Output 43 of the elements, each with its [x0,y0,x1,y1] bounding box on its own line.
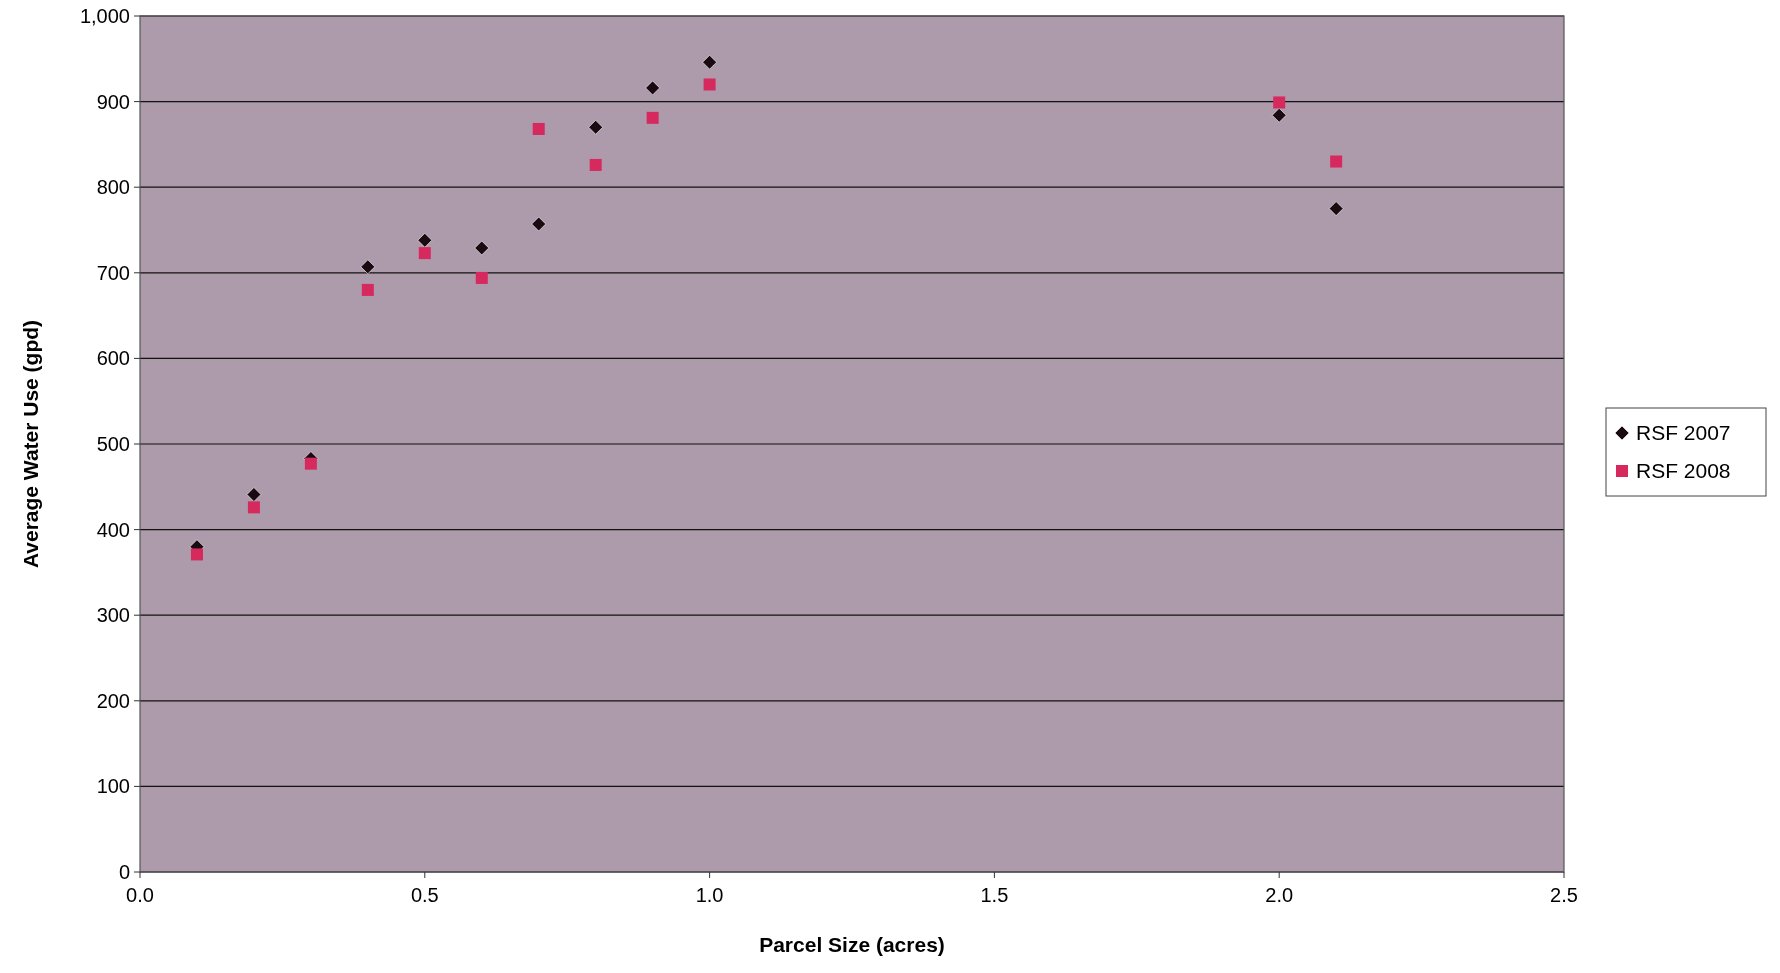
x-axis-title: Parcel Size (acres) [759,933,945,956]
x-tick-label: 0.5 [410,884,439,906]
point [532,122,545,135]
legend-label: RSF 2008 [1636,459,1731,483]
point [304,457,317,470]
y-tick-label: 100 [96,775,130,798]
x-tick-label: 0.0 [126,884,154,906]
point [1328,201,1344,216]
x-tick-label: 2.5 [1550,884,1578,906]
point [190,548,203,561]
point [360,259,376,275]
y-tick-label: 700 [96,261,130,284]
y-tick-label: 200 [96,689,130,712]
point [589,158,602,171]
point [645,80,660,96]
point [418,247,431,260]
y-axis-title: Average Water Use (gpd) [19,319,42,569]
y-tick-label: 400 [96,518,130,541]
y-tick-label: 800 [96,176,130,199]
point [246,487,262,502]
x-tick-label: 1.0 [695,884,724,906]
point [1271,108,1287,123]
point [247,501,260,514]
point [588,119,603,135]
y-tick-label: 900 [96,90,130,113]
point [646,111,659,124]
y-tick-label: 0 [118,861,130,883]
point [474,240,490,256]
y-tick-label: 500 [96,433,130,455]
point [1273,96,1286,109]
x-tick-label: 2.0 [1265,884,1294,906]
y-tick-label: 600 [96,347,130,370]
point [531,216,547,232]
point [361,283,374,296]
point [702,54,717,70]
point [475,271,488,284]
x-tick-label: 1.5 [980,884,1009,906]
point [703,78,716,91]
point [417,232,433,248]
y-tick-label: 300 [96,604,130,627]
legend-label: RSF 2007 [1636,421,1731,445]
point [1330,155,1343,168]
y-tick-label: 1,000 [79,5,130,27]
